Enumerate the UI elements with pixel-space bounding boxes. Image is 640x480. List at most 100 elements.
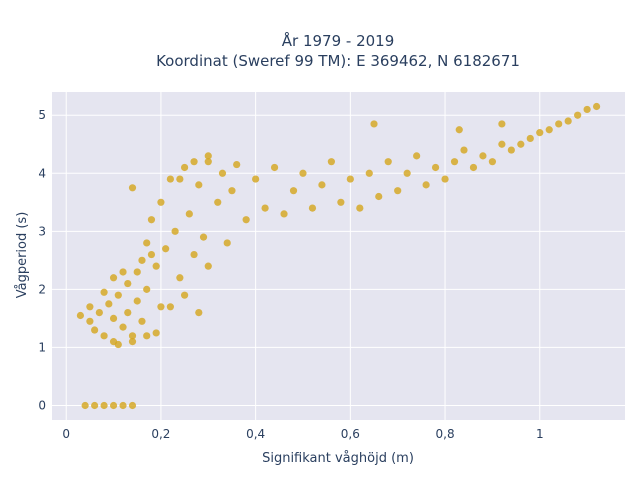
data-point bbox=[469, 163, 478, 172]
tick-labels: 0 0,2 0,4 0,6 0,8 1 0 1 2 3 4 5 bbox=[38, 108, 543, 441]
data-point bbox=[143, 285, 151, 293]
data-point bbox=[507, 146, 515, 154]
data-point bbox=[180, 291, 189, 299]
y-tick-label: 0 bbox=[38, 398, 46, 412]
y-tick-label: 5 bbox=[38, 108, 46, 122]
data-point bbox=[365, 169, 373, 177]
data-point bbox=[128, 401, 137, 410]
data-point bbox=[218, 169, 227, 177]
data-point bbox=[413, 152, 421, 160]
data-point bbox=[124, 279, 132, 288]
data-point bbox=[280, 210, 288, 218]
data-point bbox=[394, 187, 402, 195]
data-point bbox=[138, 256, 146, 264]
data-point bbox=[100, 332, 108, 340]
y-tick-label: 3 bbox=[38, 224, 46, 238]
data-point bbox=[403, 169, 411, 177]
data-point bbox=[133, 297, 141, 305]
grid-lines bbox=[52, 92, 625, 420]
x-tick-label: 0,2 bbox=[151, 427, 170, 441]
data-point bbox=[76, 311, 85, 320]
data-point bbox=[199, 233, 208, 241]
data-point bbox=[190, 158, 198, 166]
data-point bbox=[583, 105, 591, 114]
data-point bbox=[128, 332, 137, 340]
data-point bbox=[337, 198, 345, 206]
data-point bbox=[498, 140, 506, 148]
data-point bbox=[143, 239, 151, 247]
data-point bbox=[450, 158, 459, 166]
data-point bbox=[327, 158, 335, 166]
y-tick-label: 2 bbox=[38, 282, 46, 296]
y-tick-label: 1 bbox=[38, 340, 46, 354]
data-point bbox=[252, 175, 260, 183]
data-point bbox=[460, 146, 468, 154]
y-axis-title: Vågperiod (s) bbox=[15, 212, 30, 299]
data-point bbox=[95, 309, 103, 317]
data-point bbox=[180, 163, 189, 172]
data-point bbox=[171, 227, 179, 235]
data-point bbox=[299, 169, 307, 177]
data-point bbox=[128, 184, 137, 192]
data-point bbox=[86, 317, 94, 325]
data-point bbox=[375, 192, 383, 201]
x-tick-label: 0 bbox=[62, 427, 70, 441]
data-point bbox=[517, 140, 525, 148]
data-point bbox=[157, 303, 165, 311]
data-point bbox=[157, 198, 165, 206]
x-tick-label: 0,4 bbox=[246, 427, 265, 441]
data-point bbox=[441, 175, 449, 183]
data-point bbox=[555, 120, 563, 128]
data-point bbox=[100, 401, 108, 410]
data-point bbox=[574, 111, 582, 119]
data-point bbox=[176, 274, 184, 282]
data-point bbox=[138, 317, 146, 325]
data-point bbox=[133, 268, 141, 276]
data-point bbox=[147, 216, 156, 224]
x-tick-label: 0,8 bbox=[436, 427, 455, 441]
data-point bbox=[195, 309, 203, 317]
data-point bbox=[228, 187, 236, 195]
data-point bbox=[242, 216, 250, 224]
data-point bbox=[166, 303, 174, 311]
data-point bbox=[270, 163, 279, 172]
data-point bbox=[91, 401, 99, 410]
data-point bbox=[261, 204, 269, 212]
data-point bbox=[356, 204, 364, 212]
data-point bbox=[119, 268, 127, 276]
data-point bbox=[536, 129, 544, 137]
data-point bbox=[204, 152, 212, 160]
data-point bbox=[592, 102, 601, 111]
data-point bbox=[346, 175, 354, 183]
data-point bbox=[195, 181, 203, 189]
plot-area bbox=[52, 92, 625, 420]
data-point bbox=[143, 332, 151, 340]
chart-title-line2: Koordinat (Sweref 99 TM): E 369462, N 61… bbox=[156, 52, 520, 70]
data-point bbox=[308, 204, 317, 212]
data-point bbox=[526, 134, 534, 143]
data-point bbox=[370, 120, 378, 128]
data-point bbox=[119, 323, 127, 331]
data-point bbox=[152, 329, 160, 337]
data-point bbox=[152, 262, 160, 270]
data-point bbox=[422, 181, 430, 189]
data-point bbox=[114, 340, 122, 349]
data-point bbox=[479, 152, 487, 160]
data-point bbox=[109, 274, 118, 282]
data-point bbox=[86, 303, 94, 311]
data-point bbox=[100, 288, 108, 296]
data-point bbox=[105, 300, 113, 308]
chart-title-line1: År 1979 - 2019 bbox=[282, 31, 395, 50]
data-point bbox=[185, 210, 193, 218]
data-point bbox=[488, 158, 497, 166]
data-point bbox=[384, 158, 392, 166]
data-points bbox=[76, 102, 601, 410]
data-point bbox=[289, 187, 298, 195]
data-point bbox=[318, 181, 326, 189]
data-point bbox=[455, 126, 463, 134]
x-tick-label: 1 bbox=[536, 427, 544, 441]
data-point bbox=[124, 309, 132, 317]
data-point bbox=[214, 198, 222, 206]
data-point bbox=[204, 262, 212, 270]
y-tick-label: 4 bbox=[38, 166, 46, 180]
